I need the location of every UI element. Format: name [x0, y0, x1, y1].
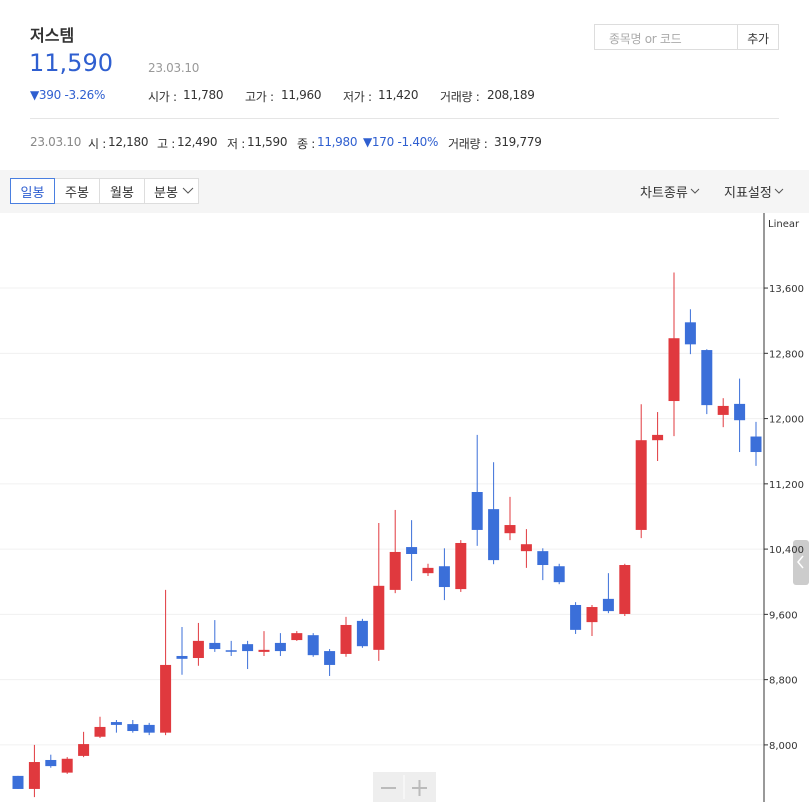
candle-body: [12, 775, 24, 789]
candle-body: [504, 525, 516, 534]
stat-value: 11,960: [281, 88, 322, 102]
stat-value: 11,420: [378, 88, 419, 102]
candle-body: [61, 758, 73, 773]
candle-body: [553, 566, 565, 583]
y-tick-label: 11,200: [769, 480, 804, 491]
candle-body: [340, 624, 352, 654]
y-tick-label: 8,800: [769, 676, 798, 687]
detail-change: ▼170 -1.40%: [363, 135, 439, 149]
candle-body: [274, 642, 286, 652]
candle-body: [291, 633, 303, 641]
candle-body: [619, 565, 631, 614]
candle-body: [471, 492, 483, 530]
detail-label: 저 :: [227, 137, 245, 151]
detail-value: 12,490: [177, 135, 218, 149]
candle-body: [94, 726, 106, 737]
candle-body: [488, 509, 500, 561]
period-button[interactable]: 주봉: [54, 178, 100, 204]
candle-body: [635, 440, 647, 530]
candle-body: [520, 544, 532, 552]
candle-body: [160, 664, 172, 733]
y-tick-label: 9,600: [769, 610, 798, 621]
divider: [30, 118, 779, 119]
stat-value: 208,189: [487, 88, 535, 102]
candle-body: [242, 644, 254, 652]
menu[interactable]: 차트종류: [640, 182, 700, 201]
candle-body: [307, 635, 319, 656]
stat-label: 시가 :: [148, 90, 177, 104]
y-tick-label: 13,600: [769, 284, 804, 295]
candle-body: [143, 724, 155, 733]
label: 차트종류: [640, 186, 688, 201]
detail-label: 시 :: [88, 137, 106, 151]
candle-body: [422, 567, 434, 574]
candle-body: [652, 434, 664, 441]
stock-name: 저스템: [30, 26, 75, 45]
chevron: [774, 188, 784, 194]
candle-body: [110, 722, 122, 725]
candle-body: [45, 759, 57, 767]
candle-body: [209, 642, 221, 650]
label: 지표설정: [724, 186, 772, 201]
candle-body: [389, 551, 401, 590]
candle-body: [28, 762, 40, 789]
stat-label: 거래량 :: [440, 90, 480, 104]
search-input[interactable]: 종목명 or 코드: [594, 24, 738, 50]
candle-body: [586, 607, 598, 623]
candle-body: [438, 566, 450, 588]
y-tick-label: 8,000: [769, 741, 798, 752]
stat-label: 고가 :: [245, 90, 274, 104]
detail-label: 고 :: [157, 137, 175, 151]
y-tick-label: 12,000: [769, 415, 804, 426]
handle-chevron: [797, 555, 804, 569]
candle-body: [324, 651, 336, 665]
candle-body: [602, 598, 614, 612]
y-tick-label: 10,400: [769, 545, 804, 556]
candle-body: [192, 640, 204, 659]
side-handle[interactable]: [793, 540, 809, 585]
detail-value: 11,590: [247, 135, 288, 149]
candle-body: [684, 322, 696, 345]
candle-body: [701, 350, 713, 406]
detail-label: 종 :: [297, 137, 315, 151]
change: ▼390 -3.26%: [30, 88, 106, 102]
detail-value: 12,180: [108, 135, 149, 149]
scale-label: Linear: [768, 219, 800, 230]
candle-body: [717, 405, 729, 415]
period-button[interactable]: 일봉: [10, 178, 55, 204]
date: 23.03.10: [148, 61, 200, 75]
detail-value: 319,779: [494, 135, 542, 149]
detail-label: 거래량 :: [448, 137, 488, 151]
price: 11,590: [29, 49, 113, 77]
period-button[interactable]: 분봉: [144, 178, 199, 204]
candle-body: [373, 585, 385, 650]
label: 분봉: [154, 185, 178, 201]
period-button[interactable]: 월봉: [99, 178, 145, 204]
candle-body: [176, 655, 188, 659]
menu[interactable]: 지표설정: [724, 182, 784, 201]
y-tick-label: 12,800: [769, 349, 804, 360]
stat-label: 저가 :: [343, 90, 372, 104]
candle-body: [406, 547, 418, 554]
chart: Linear 8,000 8,800 9,600 10,400 11,200 12,000…: [0, 213, 809, 802]
candle-body: [537, 551, 549, 566]
candle-body: [225, 650, 237, 652]
candle-body: [455, 542, 467, 590]
detail-date: 23.03.10: [30, 135, 82, 149]
add-button[interactable]: 추가: [737, 24, 779, 50]
candle-body: [734, 403, 746, 421]
chevron: [690, 188, 700, 194]
candle-body: [570, 604, 582, 630]
candle-body: [78, 744, 90, 756]
detail-value: 11,980: [317, 135, 358, 149]
candle-body: [668, 338, 680, 402]
candle-body: [127, 724, 139, 732]
candle-body: [356, 620, 368, 647]
candle-body: [258, 649, 270, 652]
candle-body: [750, 436, 762, 453]
chevron: [182, 187, 194, 194]
stat-value: 11,780: [183, 88, 224, 102]
